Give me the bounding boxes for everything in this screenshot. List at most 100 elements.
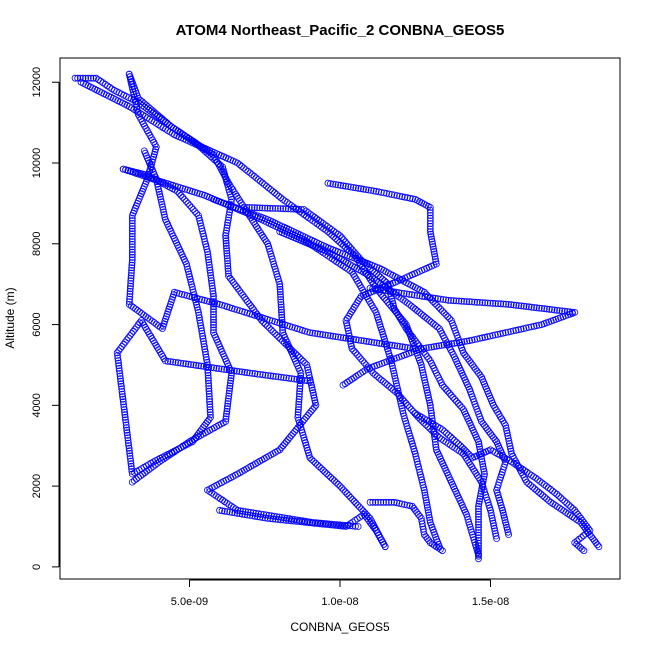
data-point (334, 333, 342, 341)
data-point (418, 292, 426, 300)
data-point (490, 522, 498, 530)
data-point (241, 368, 249, 376)
data-point (157, 195, 165, 203)
data-point (223, 244, 230, 252)
data-point (354, 184, 362, 192)
data-point (223, 410, 230, 418)
data-point (246, 169, 254, 177)
data-point (115, 347, 123, 355)
data-point (279, 205, 287, 213)
data-point (200, 340, 208, 348)
data-point (427, 318, 435, 326)
data-point (309, 386, 316, 394)
data-point (349, 184, 357, 191)
data-point (504, 434, 512, 442)
data-point (416, 471, 424, 479)
data-point (371, 285, 379, 293)
data-point (432, 258, 440, 265)
data-point (279, 516, 287, 524)
data-point (423, 535, 431, 542)
data-point (475, 440, 483, 448)
data-point (420, 344, 428, 352)
data-point (164, 357, 172, 365)
data-point (561, 497, 569, 505)
data-point (293, 375, 301, 383)
data-point (456, 442, 464, 450)
data-point (306, 454, 314, 462)
data-point (180, 291, 188, 299)
data-point (343, 490, 351, 498)
data-point (360, 337, 368, 345)
data-point (418, 478, 426, 486)
data-point (339, 522, 347, 530)
y-tick-label: 12000 (31, 67, 43, 98)
data-point (161, 357, 169, 365)
data-point (124, 439, 132, 447)
data-point (553, 490, 561, 498)
data-point (379, 377, 387, 385)
data-point (512, 326, 520, 334)
data-point (120, 406, 128, 413)
data-point (385, 498, 393, 506)
data-point (419, 523, 427, 530)
data-point (476, 298, 484, 306)
data-point (225, 392, 233, 400)
data-point (425, 537, 433, 544)
data-point (269, 515, 277, 523)
data-point (463, 449, 471, 457)
data-point (243, 369, 251, 377)
data-point (385, 383, 393, 390)
data-point (370, 187, 378, 195)
data-point (348, 495, 356, 503)
data-point (189, 206, 197, 213)
data-point (237, 289, 245, 297)
data-point (416, 468, 424, 476)
data-point (276, 285, 284, 293)
data-point (244, 167, 252, 175)
data-point (121, 411, 129, 419)
y-axis-label: Altitude (m) (3, 287, 17, 348)
data-point (128, 227, 136, 235)
data-point (210, 364, 218, 372)
data-point (303, 377, 311, 385)
data-point (245, 300, 253, 308)
data-point (375, 339, 383, 347)
data-point (179, 360, 187, 367)
data-point (573, 540, 580, 548)
data-point (271, 330, 279, 337)
data-point (411, 450, 419, 458)
data-point (533, 304, 540, 312)
data-point (222, 232, 230, 240)
data-point (127, 457, 135, 465)
data-point (496, 330, 504, 338)
data-point (128, 264, 136, 272)
data-point (410, 335, 418, 343)
data-point (509, 327, 517, 335)
data-point (366, 498, 374, 506)
data-point (128, 235, 136, 243)
data-point (486, 332, 494, 340)
x-axis-label: CONBNA_GEOS5 (290, 620, 390, 634)
data-point (250, 306, 258, 314)
data-point (154, 180, 161, 188)
data-point (119, 393, 126, 401)
data-point (251, 204, 258, 212)
data-point (244, 298, 251, 305)
data-point (127, 277, 135, 285)
data-point (256, 177, 264, 185)
data-point (119, 395, 127, 403)
data-point (576, 544, 584, 551)
data-point (391, 372, 399, 380)
data-point (517, 302, 525, 310)
data-point (492, 530, 499, 537)
data-point (125, 70, 133, 78)
data-point (463, 298, 471, 306)
y-axis: 0 2000 4000 6000 8000 10000 12000 (31, 67, 60, 570)
data-point (380, 266, 388, 274)
data-point (357, 505, 365, 513)
data-point (260, 181, 268, 188)
data-point (308, 519, 316, 527)
data-point (321, 331, 329, 339)
data-point (424, 293, 431, 301)
data-point (340, 236, 347, 244)
